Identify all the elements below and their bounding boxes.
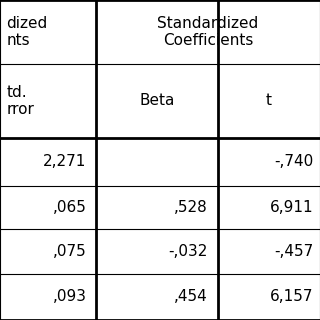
Text: ,454: ,454: [174, 289, 208, 304]
Text: 2,271: 2,271: [43, 154, 86, 169]
Text: ,528: ,528: [174, 200, 208, 215]
Text: -,457: -,457: [274, 244, 314, 259]
Text: t: t: [266, 93, 272, 108]
Text: Standardized
Coefficients: Standardized Coefficients: [157, 16, 259, 48]
Text: 6,911: 6,911: [270, 200, 314, 215]
Text: -,740: -,740: [274, 154, 314, 169]
Text: dized
nts: dized nts: [6, 16, 48, 48]
Text: ,093: ,093: [52, 289, 86, 304]
Text: 6,157: 6,157: [270, 289, 314, 304]
Text: ,075: ,075: [53, 244, 86, 259]
Text: td.
rror: td. rror: [6, 84, 34, 117]
Text: -,032: -,032: [169, 244, 208, 259]
Text: ,065: ,065: [52, 200, 86, 215]
Text: Beta: Beta: [139, 93, 174, 108]
